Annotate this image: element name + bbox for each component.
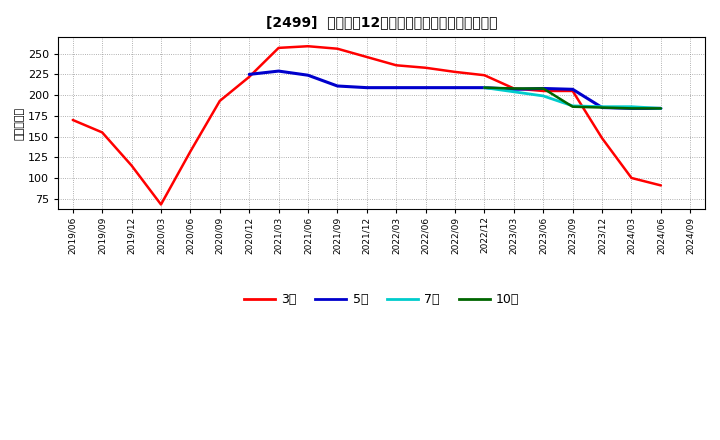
Y-axis label: （百万円）: （百万円） [15,107,25,140]
Line: 3年: 3年 [73,46,661,205]
5年 [333,83,342,88]
7年 [657,106,665,111]
5年 [362,85,371,90]
7年 [539,93,548,99]
3年 [451,69,459,74]
5年 [480,85,489,90]
10年 [510,86,518,91]
3年 [186,149,194,154]
10年 [598,105,606,110]
3年 [657,183,665,188]
3年 [627,175,636,180]
5年 [627,106,636,111]
3年 [539,88,548,94]
10年 [627,106,636,111]
5年 [539,86,548,91]
3年 [304,44,312,49]
7年 [598,104,606,110]
Line: 5年: 5年 [249,71,661,108]
7年 [568,103,577,109]
3年 [127,163,136,168]
5年 [657,106,665,111]
5年 [421,85,430,90]
3年 [157,202,166,207]
5年 [451,85,459,90]
5年 [274,69,283,74]
3年 [598,136,606,141]
5年 [510,87,518,92]
3年 [68,117,77,123]
10年 [657,106,665,111]
5年 [304,73,312,78]
3年 [480,73,489,78]
3年 [568,88,577,94]
3年 [215,98,224,103]
Title: [2499]  経常利疊12か月移動合計の標準偏差の推移: [2499] 経常利疊12か月移動合計の標準偏差の推移 [266,15,498,29]
5年 [598,105,606,110]
10年 [539,86,548,91]
5年 [245,72,253,77]
3年 [333,46,342,51]
7年 [480,85,489,90]
3年 [274,45,283,51]
7年 [510,89,518,95]
3年 [245,74,253,80]
Legend: 3年, 5年, 7年, 10年: 3年, 5年, 7年, 10年 [238,288,525,311]
7年 [627,104,636,110]
3年 [510,86,518,91]
3年 [362,55,371,60]
3年 [98,130,107,135]
10年 [480,85,489,90]
5年 [568,87,577,92]
Line: 10年: 10年 [485,88,661,108]
Line: 7年: 7年 [485,88,661,108]
5年 [392,85,400,90]
3年 [421,65,430,70]
10年 [568,104,577,110]
3年 [392,62,400,68]
